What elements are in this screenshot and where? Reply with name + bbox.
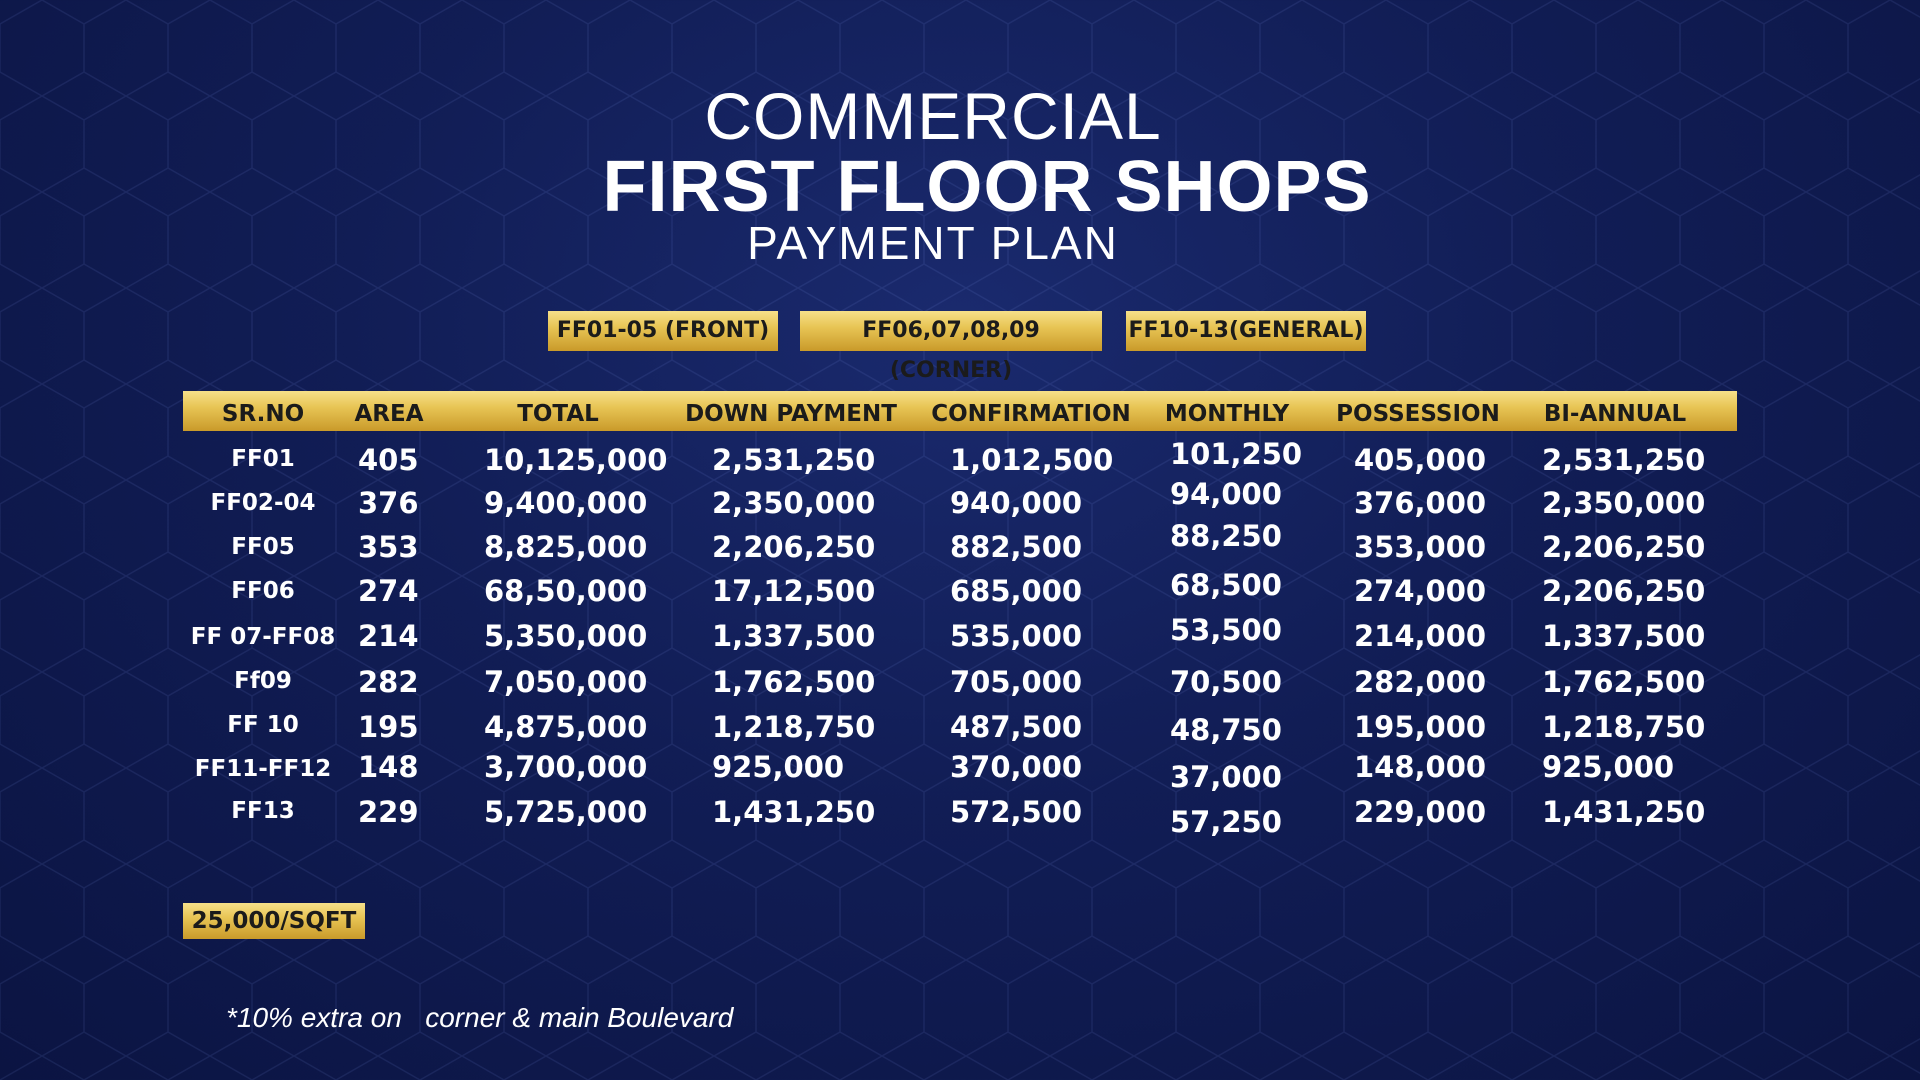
cell-possession: 282,000 <box>1354 665 1487 699</box>
header-bi-annual: BI-ANNUAL <box>1543 401 1687 427</box>
header-total: TOTAL <box>517 401 599 427</box>
cell-monthly: 88,250 <box>1170 519 1282 553</box>
cell-confirmation: 370,000 <box>950 750 1083 784</box>
cell-down-payment: 1,337,500 <box>712 619 876 653</box>
rate-badge: 25,000/SQFT <box>183 903 365 939</box>
cell-total: 8,825,000 <box>484 530 648 564</box>
cell-down-payment: 925,000 <box>712 750 845 784</box>
cell-area: 282 <box>358 665 419 699</box>
cell-sr-no: FF13 <box>231 798 295 824</box>
cell-bi-annual: 2,531,250 <box>1542 443 1706 477</box>
cell-down-payment: 2,350,000 <box>712 486 876 520</box>
tag-front: FF01-05 (FRONT) <box>548 311 778 351</box>
cell-sr-no: FF 10 <box>227 712 299 738</box>
cell-bi-annual: 1,431,250 <box>1542 795 1706 829</box>
cell-area: 405 <box>358 443 419 477</box>
cell-sr-no: FF02-04 <box>210 490 316 516</box>
cell-possession: 148,000 <box>1354 750 1487 784</box>
cell-sr-no: FF11-FF12 <box>194 756 332 782</box>
cell-down-payment: 17,12,500 <box>712 574 876 608</box>
cell-down-payment: 1,762,500 <box>712 665 876 699</box>
footnote: *10% extra on corner & main Boulevard <box>226 1002 734 1033</box>
cell-monthly: 94,000 <box>1170 477 1282 511</box>
tag-general: FF10-13(GENERAL) <box>1126 311 1366 351</box>
header-area: AREA <box>354 401 424 427</box>
cell-bi-annual: 1,218,750 <box>1542 710 1706 744</box>
cell-total: 7,050,000 <box>484 665 648 699</box>
cell-total: 3,700,000 <box>484 750 648 784</box>
cell-confirmation: 1,012,500 <box>950 443 1114 477</box>
cell-possession: 229,000 <box>1354 795 1487 829</box>
header-sr-no: SR.NO <box>221 401 305 427</box>
cell-monthly: 68,500 <box>1170 568 1282 602</box>
cell-sr-no: FF01 <box>231 446 295 472</box>
cell-possession: 274,000 <box>1354 574 1487 608</box>
header-monthly: MONTHLY <box>1164 401 1290 427</box>
cell-total: 9,400,000 <box>484 486 648 520</box>
cell-confirmation: 940,000 <box>950 486 1083 520</box>
cell-monthly: 48,750 <box>1170 713 1282 747</box>
cell-sr-no: Ff09 <box>234 668 292 694</box>
header-down-payment: DOWN PAYMENT <box>685 401 897 427</box>
cell-area: 274 <box>358 574 419 608</box>
title-commercial: COMMERCIAL <box>704 79 1162 153</box>
cell-down-payment: 2,531,250 <box>712 443 876 477</box>
cell-confirmation: 882,500 <box>950 530 1083 564</box>
cell-possession: 195,000 <box>1354 710 1487 744</box>
cell-area: 148 <box>358 750 419 784</box>
header-confirmation: CONFIRMATION <box>931 401 1131 427</box>
cell-area: 376 <box>358 486 419 520</box>
cell-total: 4,875,000 <box>484 710 648 744</box>
cell-down-payment: 1,431,250 <box>712 795 876 829</box>
cell-possession: 405,000 <box>1354 443 1487 477</box>
cell-bi-annual: 2,350,000 <box>1542 486 1706 520</box>
cell-area: 229 <box>358 795 419 829</box>
title-payment-plan: PAYMENT PLAN <box>747 217 1119 269</box>
cell-possession: 376,000 <box>1354 486 1487 520</box>
cell-confirmation: 487,500 <box>950 710 1083 744</box>
title-first-floor-shops: FIRST FLOOR SHOPS <box>602 147 1372 227</box>
cell-possession: 353,000 <box>1354 530 1487 564</box>
cell-sr-no: FF 07-FF08 <box>190 624 336 650</box>
cell-total: 68,50,000 <box>484 574 648 608</box>
cell-down-payment: 1,218,750 <box>712 710 876 744</box>
cell-total: 5,350,000 <box>484 619 648 653</box>
cell-total: 5,725,000 <box>484 795 648 829</box>
cell-total: 10,125,000 <box>484 443 668 477</box>
table-header-bar: SR.NO AREA TOTAL DOWN PAYMENT CONFIRMATI… <box>183 391 1737 431</box>
cell-confirmation: 535,000 <box>950 619 1083 653</box>
header-possession: POSSESSION <box>1336 401 1500 427</box>
cell-area: 353 <box>358 530 419 564</box>
cell-bi-annual: 925,000 <box>1542 750 1675 784</box>
cell-monthly: 37,000 <box>1170 760 1282 794</box>
cell-monthly: 101,250 <box>1170 437 1303 471</box>
cell-sr-no: FF06 <box>231 578 295 604</box>
cell-bi-annual: 2,206,250 <box>1542 530 1706 564</box>
cell-monthly: 70,500 <box>1170 665 1282 699</box>
cell-down-payment: 2,206,250 <box>712 530 876 564</box>
cell-monthly: 53,500 <box>1170 613 1282 647</box>
cell-possession: 214,000 <box>1354 619 1487 653</box>
cell-bi-annual: 1,337,500 <box>1542 619 1706 653</box>
cell-area: 195 <box>358 710 419 744</box>
cell-area: 214 <box>358 619 419 653</box>
cell-bi-annual: 1,762,500 <box>1542 665 1706 699</box>
cell-confirmation: 572,500 <box>950 795 1083 829</box>
cell-sr-no: FF05 <box>231 534 295 560</box>
cell-bi-annual: 2,206,250 <box>1542 574 1706 608</box>
tag-corner: FF06,07,08,09 (CORNER) <box>800 311 1102 383</box>
cell-monthly: 57,250 <box>1170 805 1282 839</box>
cell-confirmation: 685,000 <box>950 574 1083 608</box>
cell-confirmation: 705,000 <box>950 665 1083 699</box>
